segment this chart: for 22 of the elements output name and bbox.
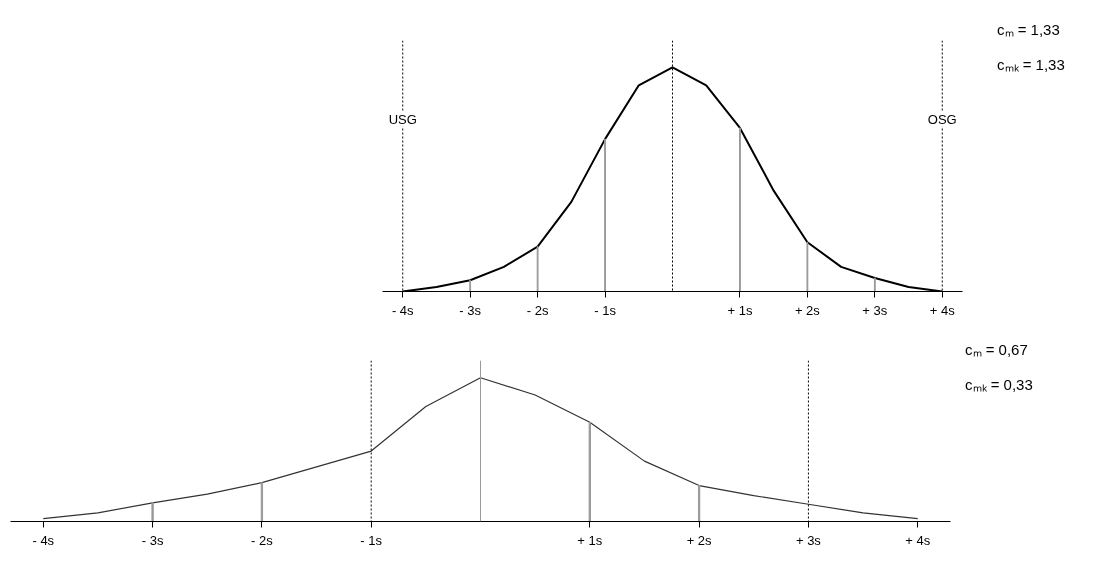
x-tick-label: - 1s xyxy=(360,532,383,548)
x-tick-label: - 3s xyxy=(141,532,164,548)
x-tick-label: + 3s xyxy=(795,532,822,548)
text: cₘₖ = 0,33 xyxy=(965,375,1033,396)
x-tick-label: - 4s xyxy=(32,532,55,548)
x-tick-label: - 1s xyxy=(594,302,617,318)
x-tick-label: - 3s xyxy=(459,302,482,318)
text: cₘₖ = 1,33 xyxy=(997,55,1065,76)
ref-line-label: OSG xyxy=(927,111,957,127)
x-tick-label: + 4s xyxy=(905,532,931,548)
x-tick-label: + 4s xyxy=(929,302,956,318)
x-tick-label: + 3s xyxy=(862,302,888,318)
x-tick-label: + 2s xyxy=(686,532,713,548)
x-tick-label: - 2s xyxy=(251,532,274,548)
x-tick-label: - 2s xyxy=(526,302,549,318)
x-tick-label: - 4s xyxy=(391,302,415,318)
x-tick-label: + 1s xyxy=(577,532,603,548)
x-tick-label: + 2s xyxy=(794,302,821,318)
text: cₘ = 0,67 xyxy=(965,340,1029,360)
x-tick-label: + 1s xyxy=(727,302,753,318)
ref-line-label: USG xyxy=(388,111,417,127)
text: cₘ = 1,33 xyxy=(997,20,1061,40)
